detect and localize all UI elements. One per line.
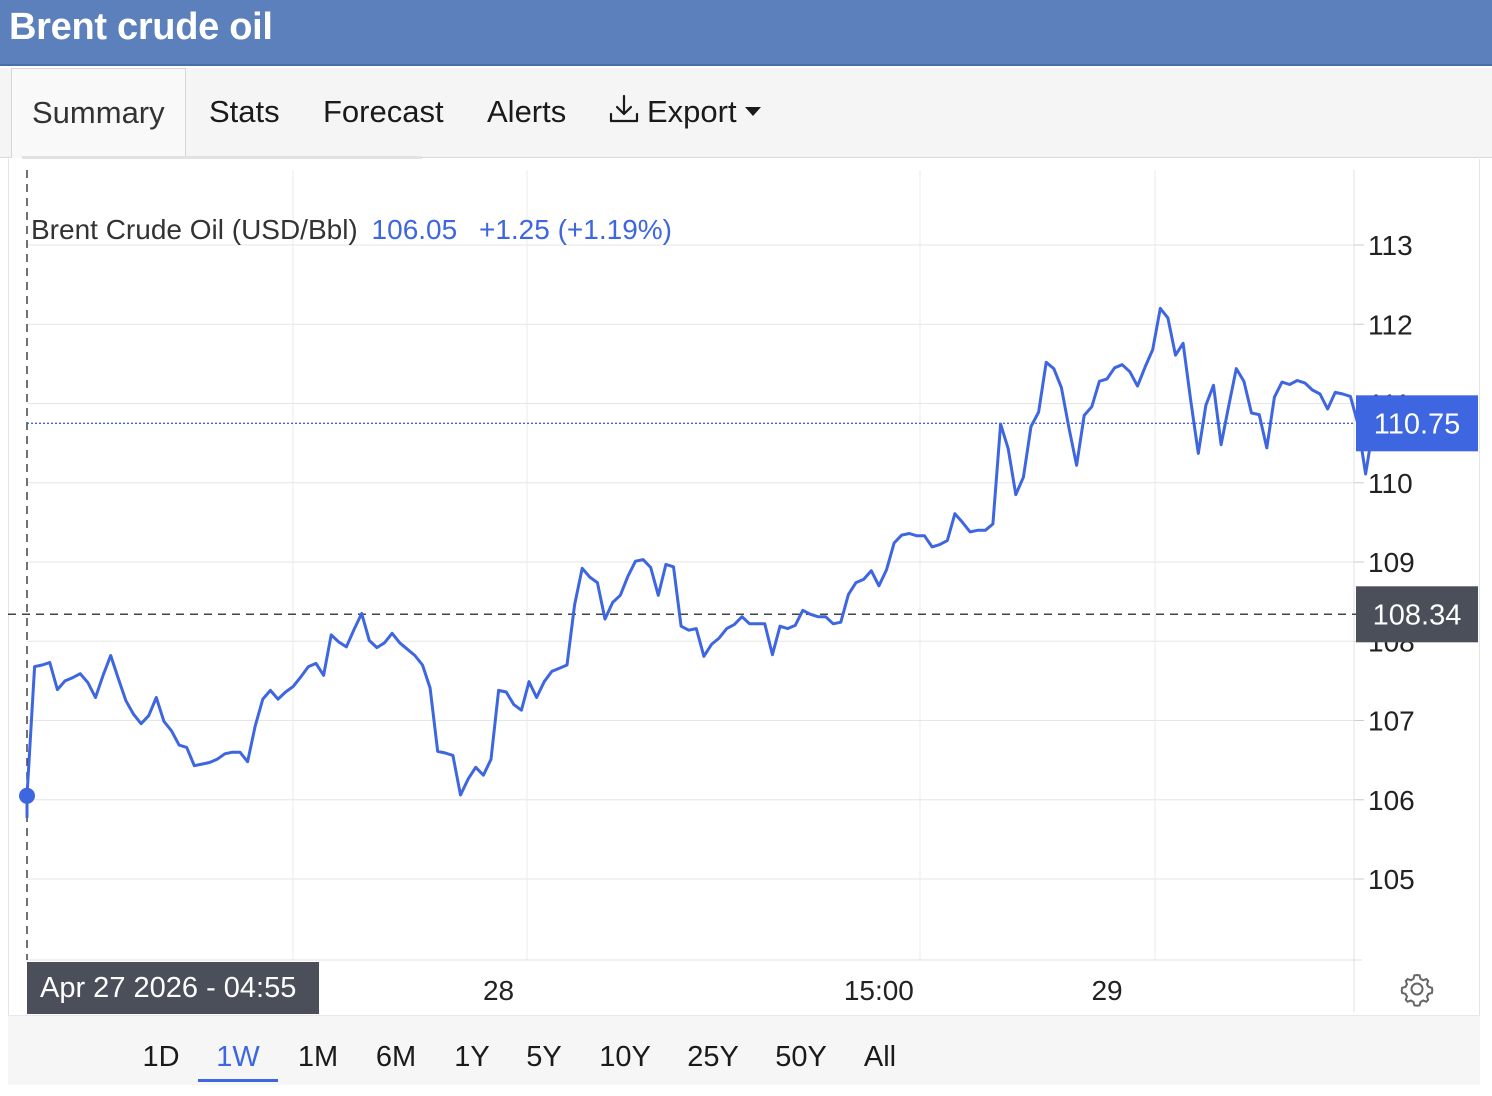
range-1d[interactable]: 1D [142, 1041, 180, 1073]
y-tick-label: 110 [1368, 468, 1413, 499]
legend-change: +1.25 (+1.19%) [478, 214, 672, 245]
legend-series-name: Brent Crude Oil (USD/Bbl) [31, 214, 358, 245]
active-tab-indicator [22, 156, 422, 159]
legend-value: 106.05 [371, 214, 458, 245]
x-tick-label: 15:00 [844, 975, 914, 1006]
gear-icon[interactable] [1398, 970, 1436, 1008]
range-50y[interactable]: 50Y [775, 1041, 827, 1073]
current-price-badge [1356, 395, 1478, 452]
range-selector [8, 1015, 1480, 1085]
y-tick-label: 112 [1368, 309, 1413, 340]
tab-alerts[interactable]: Alerts [487, 68, 566, 158]
range-1w[interactable]: 1W [198, 1022, 278, 1082]
y-tick-label: 109 [1368, 547, 1415, 578]
chart-legend: Brent Crude Oil (USD/Bbl) 106.05 +1.25 (… [31, 214, 672, 246]
range-all[interactable]: All [863, 1041, 897, 1073]
tab-stats-label: Stats [209, 94, 280, 129]
range-5y[interactable]: 5Y [526, 1041, 562, 1073]
tab-bar: Summary Stats Forecast Alerts Export [0, 68, 1492, 158]
range-6m[interactable]: 6M [375, 1041, 417, 1073]
export-dropdown[interactable]: Export [607, 68, 761, 158]
page-title: Brent crude oil [9, 6, 273, 48]
y-tick-label: 105 [1368, 864, 1415, 895]
crosshair-price-label: 108.34 [1373, 599, 1462, 631]
tab-stats[interactable]: Stats [209, 68, 280, 158]
x-tick-label: 29 [1091, 975, 1122, 1006]
range-10y[interactable]: 10Y [599, 1041, 651, 1073]
y-tick-label: 107 [1368, 706, 1415, 737]
tab-forecast-label: Forecast [323, 94, 444, 129]
x-tick-label: 28 [483, 975, 514, 1006]
crosshair-date-label: Apr 27 2026 - 04:55 [27, 962, 319, 1014]
price-series-line[interactable] [25, 306, 1406, 798]
range-25y[interactable]: 25Y [687, 1041, 739, 1073]
range-1y[interactable]: 1Y [454, 1041, 490, 1073]
y-tick-label: 113 [1368, 230, 1413, 261]
y-tick-label: 106 [1368, 785, 1415, 816]
tab-export-label: Export [647, 94, 737, 129]
chevron-down-icon [744, 107, 761, 116]
range-1m[interactable]: 1M [297, 1041, 339, 1073]
tab-forecast[interactable]: Forecast [323, 68, 444, 158]
tab-summary-label: Summary [32, 95, 165, 130]
hover-point-marker [19, 787, 35, 804]
current-price-label: 110.75 [1374, 408, 1461, 440]
tab-summary[interactable]: Summary [11, 68, 186, 158]
tab-alerts-label: Alerts [487, 94, 567, 129]
crosshair-price-badge [1356, 586, 1478, 643]
download-icon [609, 94, 639, 123]
title-bar: Brent crude oil [0, 0, 1492, 66]
